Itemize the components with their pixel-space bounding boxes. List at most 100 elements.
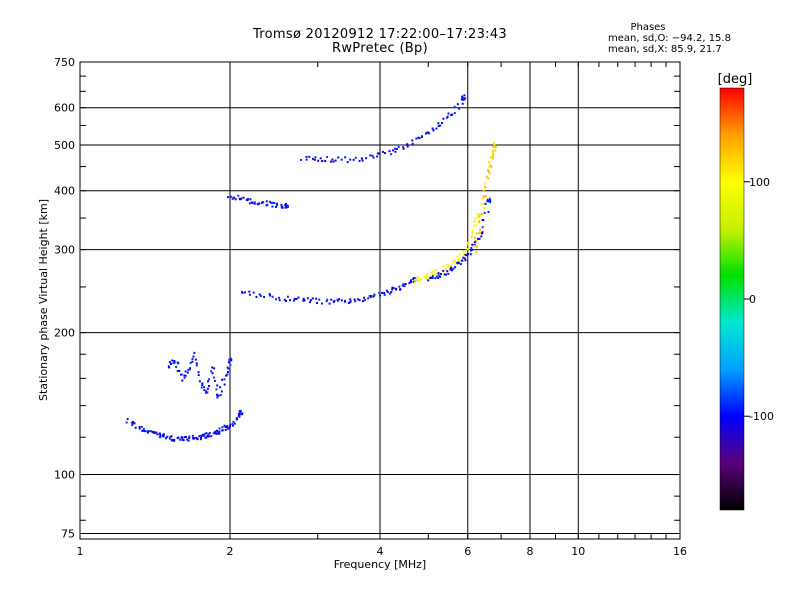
data-point [210, 370, 213, 373]
data-point [212, 432, 215, 435]
data-point [442, 265, 445, 268]
data-point [437, 124, 440, 127]
data-point [402, 147, 405, 150]
data-point [471, 243, 474, 246]
data-point [432, 270, 435, 273]
data-point [181, 439, 184, 442]
data-point [492, 154, 495, 157]
data-point [249, 198, 252, 201]
data-point [473, 244, 476, 247]
x-tick-label: 6 [464, 545, 471, 558]
data-point [488, 199, 491, 202]
data-point [488, 197, 491, 200]
data-point [357, 298, 360, 301]
data-point [250, 201, 253, 204]
data-point [205, 432, 208, 435]
data-point [262, 201, 265, 204]
data-point [458, 253, 461, 256]
data-point [383, 152, 386, 155]
data-point [224, 425, 227, 428]
data-point [488, 172, 491, 175]
data-point [169, 435, 172, 438]
data-point [333, 299, 336, 302]
data-point [270, 201, 273, 204]
data-point [203, 433, 206, 436]
stats-o-mode: mean, sd,O: −94.2, 15.8 [608, 33, 731, 44]
data-point [475, 239, 478, 242]
data-point [489, 201, 492, 204]
colorbar-tick-label: -100 [749, 410, 774, 423]
data-point [478, 215, 481, 218]
data-point [230, 359, 233, 362]
data-point [284, 202, 287, 205]
data-point [212, 376, 215, 379]
x-tick-label: 1 [77, 545, 84, 558]
data-point [181, 437, 184, 440]
data-point [252, 291, 255, 294]
data-point [340, 158, 343, 161]
x-tick-label: 2 [227, 545, 234, 558]
data-point [195, 362, 198, 365]
data-point [392, 149, 395, 152]
data-point [153, 431, 156, 434]
data-point [494, 145, 497, 148]
data-point [401, 284, 404, 287]
data-point [211, 372, 214, 375]
data-point [205, 436, 208, 439]
y-tick-label: 750 [54, 56, 75, 69]
data-point [281, 205, 284, 208]
data-point [435, 127, 438, 130]
data-point [425, 275, 428, 278]
data-point [481, 226, 484, 229]
data-point [454, 266, 457, 269]
data-point [205, 391, 208, 394]
data-point [226, 425, 229, 428]
data-point [293, 297, 296, 300]
data-point [168, 437, 171, 440]
data-point [207, 433, 210, 436]
data-point [187, 439, 190, 442]
data-point [200, 386, 203, 389]
data-point [201, 433, 204, 436]
data-point [439, 273, 442, 276]
data-point [207, 380, 210, 383]
data-point [215, 388, 218, 391]
data-point [372, 156, 375, 159]
data-point [417, 136, 420, 139]
data-point [479, 228, 482, 231]
data-point [146, 430, 149, 433]
data-point [271, 205, 274, 208]
data-point [444, 268, 447, 271]
data-point [494, 149, 497, 152]
y-axis: 75 100 200 300 400 500 600 750 [54, 56, 680, 540]
data-point [462, 250, 465, 253]
data-point [188, 368, 191, 371]
data-point [463, 98, 466, 101]
data-point [170, 435, 173, 438]
data-point [314, 156, 317, 159]
data-point [227, 367, 230, 370]
data-point [274, 205, 277, 208]
x-axis: 1 2 4 6 8 10 16 [77, 62, 687, 558]
data-point [218, 430, 221, 433]
data-point [302, 299, 305, 302]
data-point [442, 117, 445, 120]
data-point [309, 299, 312, 302]
data-point [126, 418, 129, 421]
colorbar-label: [deg] [718, 72, 753, 87]
data-point [248, 202, 251, 205]
data-point [241, 413, 244, 416]
data-point [173, 361, 176, 364]
data-point [286, 204, 289, 207]
data-point [253, 201, 256, 204]
data-point [443, 273, 446, 276]
data-point [229, 363, 232, 366]
data-point [462, 253, 465, 256]
data-point [228, 358, 231, 361]
data-point [182, 439, 185, 442]
data-point [488, 161, 491, 164]
data-point [286, 295, 289, 298]
stats-x-mode: mean, sd,X: 85.9, 21.7 [608, 44, 722, 55]
data-point [451, 113, 454, 116]
data-point [215, 393, 218, 396]
